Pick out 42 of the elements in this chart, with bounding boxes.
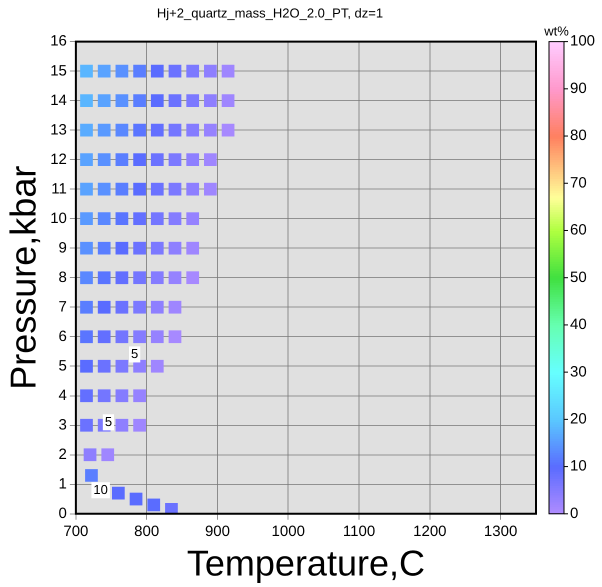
color-bar-label: 30 bbox=[570, 363, 587, 380]
y-tick-label: 10 bbox=[50, 210, 67, 227]
y-tick-label: 16 bbox=[50, 32, 67, 50]
y-tick-label: 9 bbox=[58, 239, 67, 256]
color-bar-label: 20 bbox=[570, 410, 587, 428]
x-tick-label: 900 bbox=[204, 522, 230, 540]
annotation: 5 bbox=[131, 346, 138, 362]
annotation: 10 bbox=[93, 482, 108, 497]
color-bar-label: 100 bbox=[570, 32, 596, 50]
x-tick-label: 800 bbox=[134, 522, 160, 540]
annotation: 5 bbox=[104, 414, 112, 429]
color-bar-label: 90 bbox=[570, 80, 587, 97]
y-tick-label: 13 bbox=[50, 121, 67, 138]
color-bar-label: 70 bbox=[570, 174, 587, 192]
y-tick-label: 3 bbox=[58, 416, 67, 434]
color-bar-label: 80 bbox=[570, 127, 587, 144]
x-tick-label: 1300 bbox=[484, 522, 518, 540]
color-bar-title: wt% bbox=[543, 24, 570, 39]
y-axis-title: Pressure,kbar bbox=[2, 166, 44, 390]
color-bar-label: 0 bbox=[570, 504, 578, 522]
y-tick-label: 1 bbox=[58, 475, 67, 492]
y-tick-label: 5 bbox=[58, 357, 67, 374]
y-tick-label: 4 bbox=[58, 386, 67, 404]
y-tick-label: 11 bbox=[51, 180, 67, 198]
x-tick-label: 1100 bbox=[342, 522, 376, 540]
color-bar-label: 40 bbox=[570, 316, 587, 334]
x-tick-label: 1000 bbox=[272, 522, 305, 540]
y-tick-label: 6 bbox=[58, 328, 67, 345]
y-tick-label: 12 bbox=[50, 150, 67, 168]
x-tick-label: 700 bbox=[63, 522, 88, 540]
y-tick-label: 14 bbox=[50, 92, 67, 109]
y-tick-label: 2 bbox=[58, 446, 67, 463]
x-tick-label: 1200 bbox=[413, 522, 447, 540]
y-tick-label: 7 bbox=[58, 298, 67, 316]
color-bar-label: 60 bbox=[570, 222, 587, 239]
y-tick-label: 8 bbox=[58, 268, 67, 286]
color-bar-label: 50 bbox=[570, 268, 587, 286]
color-bar-label: 10 bbox=[570, 458, 587, 475]
x-axis-title: Temperature,C bbox=[186, 542, 425, 584]
y-tick-label: 0 bbox=[58, 504, 67, 522]
chart-title: Hj+2_quartz_mass_H2O_2.0_PT, dz=1 bbox=[156, 5, 384, 20]
y-tick-label: 15 bbox=[50, 62, 67, 80]
